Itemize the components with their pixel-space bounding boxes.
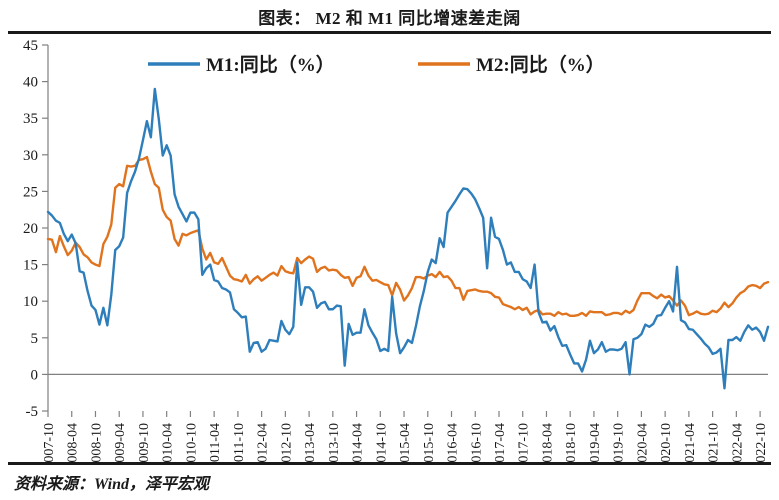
x-tick-label: 2013-10 <box>327 423 342 462</box>
y-tick-label: 25 <box>23 184 38 200</box>
x-tick-label: 2021-10 <box>707 423 722 462</box>
y-tick-label: 0 <box>31 367 39 383</box>
x-tick-label: 2009-04 <box>113 423 128 462</box>
y-tick-label: -5 <box>26 404 39 420</box>
legend-label-m2: M2:同比（%） <box>476 53 605 76</box>
x-tick-label: 2019-10 <box>612 423 627 462</box>
x-tick-label: 2020-04 <box>635 423 650 462</box>
x-tick-label: 2021-04 <box>683 423 698 462</box>
x-tick-label: 2022-04 <box>730 423 745 462</box>
x-tick-label: 2018-04 <box>540 423 555 462</box>
source-note: 资料来源：Wind，泽平宏观 <box>14 476 209 493</box>
x-tick-label: 2014-10 <box>374 423 389 462</box>
x-tick-label: 2019-04 <box>588 423 603 462</box>
legend-label-m1: M1:同比（%） <box>206 53 335 76</box>
y-tick-label: 40 <box>23 75 38 91</box>
line-chart-svg: -5 0 5 10 15 20 25 30 35 40 45 2007-10 2008-04 2008-… <box>23 38 770 462</box>
source-divider <box>8 462 771 465</box>
x-tick-label: 2020-10 <box>659 423 674 462</box>
y-tick-label: 5 <box>31 331 39 347</box>
y-tick-label: 45 <box>23 38 38 54</box>
x-tick-label: 2013-04 <box>303 423 318 462</box>
y-tick-label: 30 <box>23 148 38 164</box>
chart-legend: M1:同比（%） M2:同比（%） <box>148 53 605 76</box>
page-title: 图表： M2 和 M1 同比增速差走阔 <box>258 9 521 28</box>
x-tick-label: 2012-10 <box>279 423 294 462</box>
y-tick-label: 35 <box>23 111 38 127</box>
y-tick-label: 20 <box>23 221 38 237</box>
x-tick-label: 2008-04 <box>66 423 81 462</box>
y-tick-label: 10 <box>23 294 38 310</box>
plot-area: -5 0 5 10 15 20 25 30 35 40 45 2007-10 2008-04 2008-… <box>0 34 779 462</box>
x-tick-label: 2016-10 <box>469 423 484 462</box>
x-tick-label: 2022-10 <box>754 423 769 462</box>
x-tick-label: 2016-04 <box>446 423 461 462</box>
x-tick-label: 2010-04 <box>161 423 176 462</box>
y-tick-label: 15 <box>23 258 38 274</box>
series-line-m2 <box>46 155 770 318</box>
x-axis-ticks: 2007-10 2008-04 2008-10 2009-04 2009-10 2010-… <box>42 411 769 462</box>
x-tick-label: 2009-10 <box>137 423 152 462</box>
x-tick-label: 2011-10 <box>232 423 247 462</box>
x-tick-label: 2015-10 <box>422 423 437 462</box>
x-tick-label: 2017-04 <box>493 423 508 462</box>
x-tick-label: 2011-04 <box>208 423 223 462</box>
x-tick-label: 2012-04 <box>256 423 271 462</box>
x-tick-label: 2010-10 <box>184 423 199 462</box>
x-tick-label: 2014-04 <box>351 423 366 462</box>
x-tick-label: 2015-04 <box>398 423 413 462</box>
series-line-m1 <box>46 87 770 390</box>
x-tick-label: 2017-10 <box>517 423 532 462</box>
x-tick-label: 2008-10 <box>89 423 104 462</box>
x-tick-label: 2018-10 <box>564 423 579 462</box>
title-divider <box>8 31 771 34</box>
y-axis-ticks: -5 0 5 10 15 20 25 30 35 40 45 <box>23 38 48 420</box>
x-tick-label: 2007-10 <box>42 423 57 462</box>
